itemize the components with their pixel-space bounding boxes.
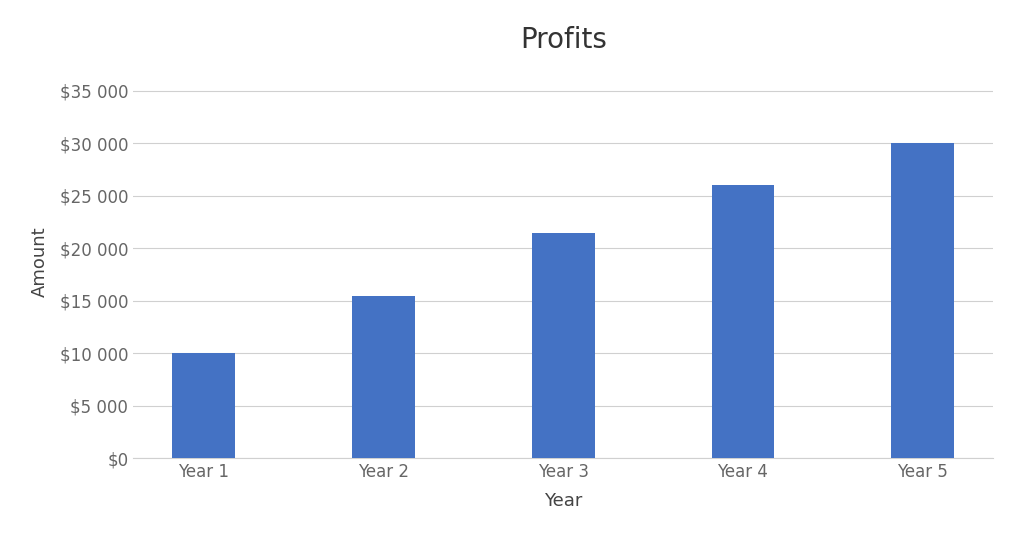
Bar [891, 143, 954, 458]
Y-axis label: Amount: Amount [31, 226, 49, 297]
Bar [172, 353, 236, 458]
Bar [352, 295, 415, 458]
X-axis label: Year: Year [544, 492, 583, 510]
Bar [712, 185, 774, 458]
Bar [531, 232, 595, 458]
Title: Profits: Profits [520, 26, 606, 54]
